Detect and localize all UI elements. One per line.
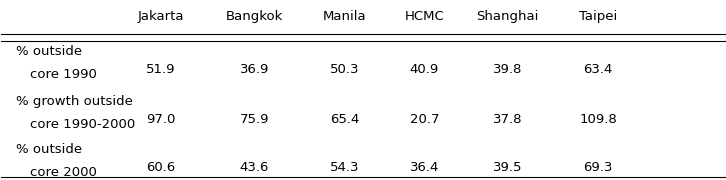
Text: Bangkok: Bangkok: [226, 10, 283, 23]
Text: core 1990-2000: core 1990-2000: [30, 118, 136, 131]
Text: Taipei: Taipei: [579, 10, 617, 23]
Text: 65.4: 65.4: [330, 113, 359, 126]
Text: 109.8: 109.8: [579, 113, 617, 126]
Text: 40.9: 40.9: [410, 63, 439, 76]
Text: 39.5: 39.5: [493, 161, 523, 174]
Text: % outside: % outside: [16, 45, 82, 58]
Text: 75.9: 75.9: [240, 113, 269, 126]
Text: 51.9: 51.9: [146, 63, 175, 76]
Text: 69.3: 69.3: [584, 161, 613, 174]
Text: 60.6: 60.6: [146, 161, 175, 174]
Text: HCMC: HCMC: [404, 10, 444, 23]
Text: 36.9: 36.9: [240, 63, 269, 76]
Text: 36.4: 36.4: [409, 161, 439, 174]
Text: core 1990: core 1990: [30, 68, 97, 81]
Text: Jakarta: Jakarta: [137, 10, 184, 23]
Text: 39.8: 39.8: [493, 63, 522, 76]
Text: Shanghai: Shanghai: [476, 10, 539, 23]
Text: 63.4: 63.4: [584, 63, 613, 76]
Text: Manila: Manila: [323, 10, 367, 23]
Text: core 2000: core 2000: [30, 166, 97, 179]
Text: 97.0: 97.0: [146, 113, 175, 126]
Text: % outside: % outside: [16, 143, 82, 156]
Text: 20.7: 20.7: [409, 113, 439, 126]
Text: 50.3: 50.3: [330, 63, 359, 76]
Text: 43.6: 43.6: [240, 161, 269, 174]
Text: % growth outside: % growth outside: [16, 95, 133, 108]
Text: 54.3: 54.3: [330, 161, 359, 174]
Text: 37.8: 37.8: [493, 113, 523, 126]
